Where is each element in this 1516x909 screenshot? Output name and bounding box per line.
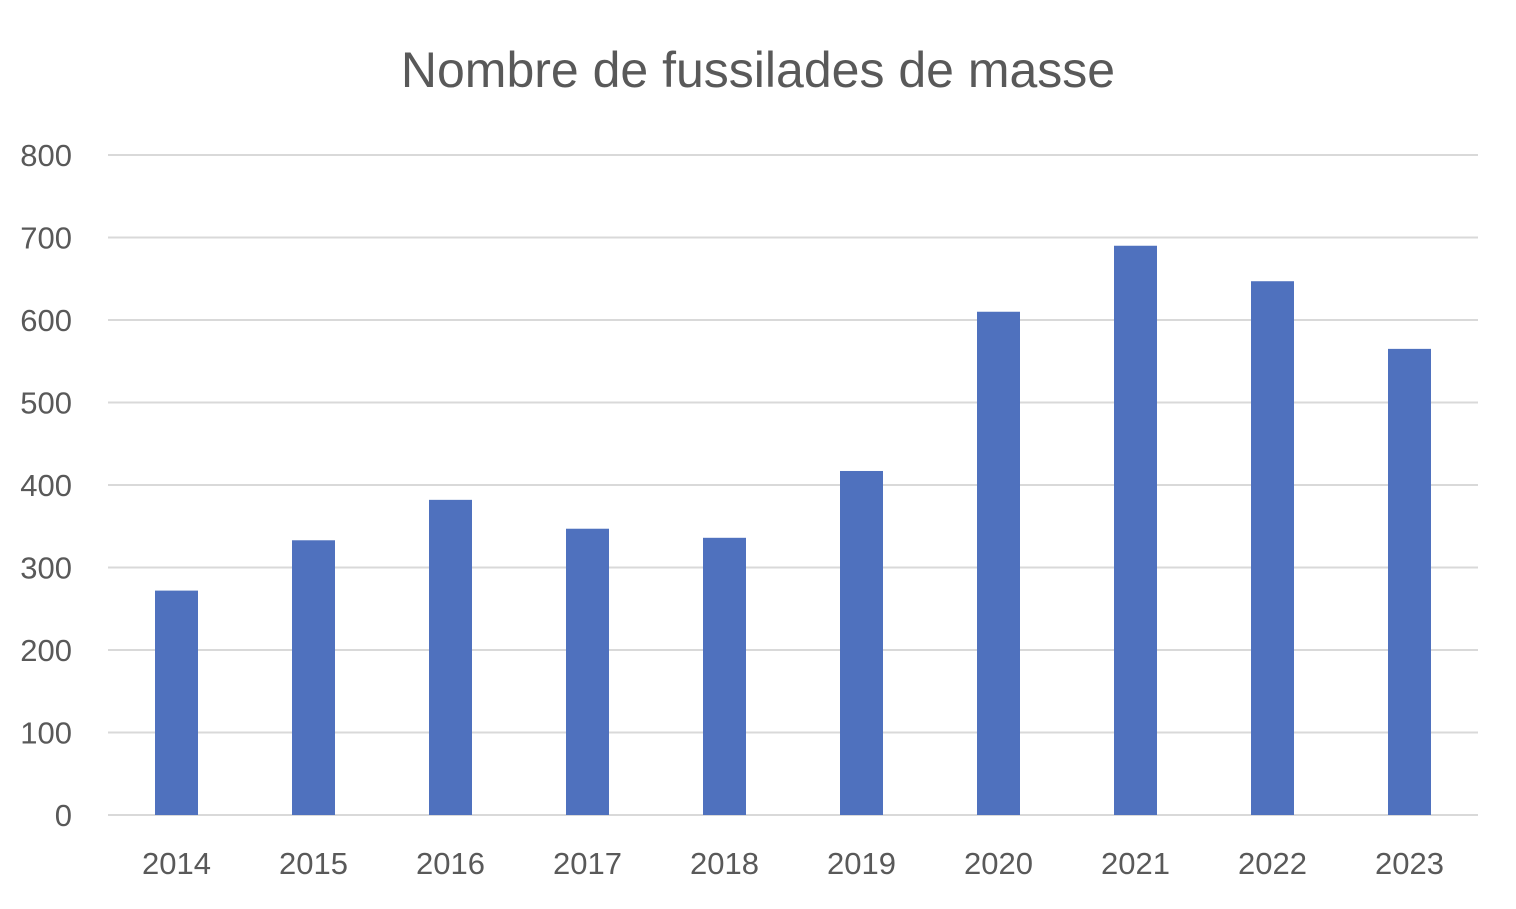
x-tick-label: 2015	[279, 846, 348, 881]
x-tick-label: 2016	[416, 846, 485, 881]
x-tick-label: 2023	[1375, 846, 1444, 881]
gridlines	[108, 154, 1478, 816]
bar-2016	[429, 499, 472, 815]
y-tick-label: 600	[20, 303, 72, 338]
x-tick-label: 2021	[1101, 846, 1170, 881]
y-tick-label: 300	[20, 551, 72, 586]
bar-2023	[1388, 348, 1431, 815]
y-tick-label: 400	[20, 468, 72, 503]
x-tick-label: 2019	[827, 846, 896, 881]
y-tick-label: 0	[55, 798, 72, 833]
bar-2014	[155, 590, 198, 815]
y-tick-label: 800	[20, 138, 72, 173]
y-axis-ticks: 0 100 200 300 400 500 600 700 800	[20, 138, 72, 833]
bar-2019	[840, 470, 883, 815]
bar-2017	[566, 528, 609, 815]
y-tick-label: 200	[20, 633, 72, 668]
bar-2022	[1251, 281, 1294, 816]
x-tick-label: 2020	[964, 846, 1033, 881]
y-tick-label: 100	[20, 716, 72, 751]
y-tick-label: 700	[20, 221, 72, 256]
bars	[155, 245, 1431, 816]
bar-2020	[977, 311, 1020, 815]
bar-2018	[703, 537, 746, 815]
x-tick-label: 2018	[690, 846, 759, 881]
x-tick-label: 2014	[142, 846, 211, 881]
x-tick-label: 2017	[553, 846, 622, 881]
x-axis-ticks: 2014 2015 2016 2017 2018 2019 2020 2021 2022 2023	[142, 846, 1444, 881]
y-tick-label: 500	[20, 386, 72, 421]
x-tick-label: 2022	[1238, 846, 1307, 881]
bar-2021	[1114, 245, 1157, 815]
chart-title: Nombre de fussilades de masse	[400, 42, 1116, 98]
bar-2015	[292, 540, 335, 815]
